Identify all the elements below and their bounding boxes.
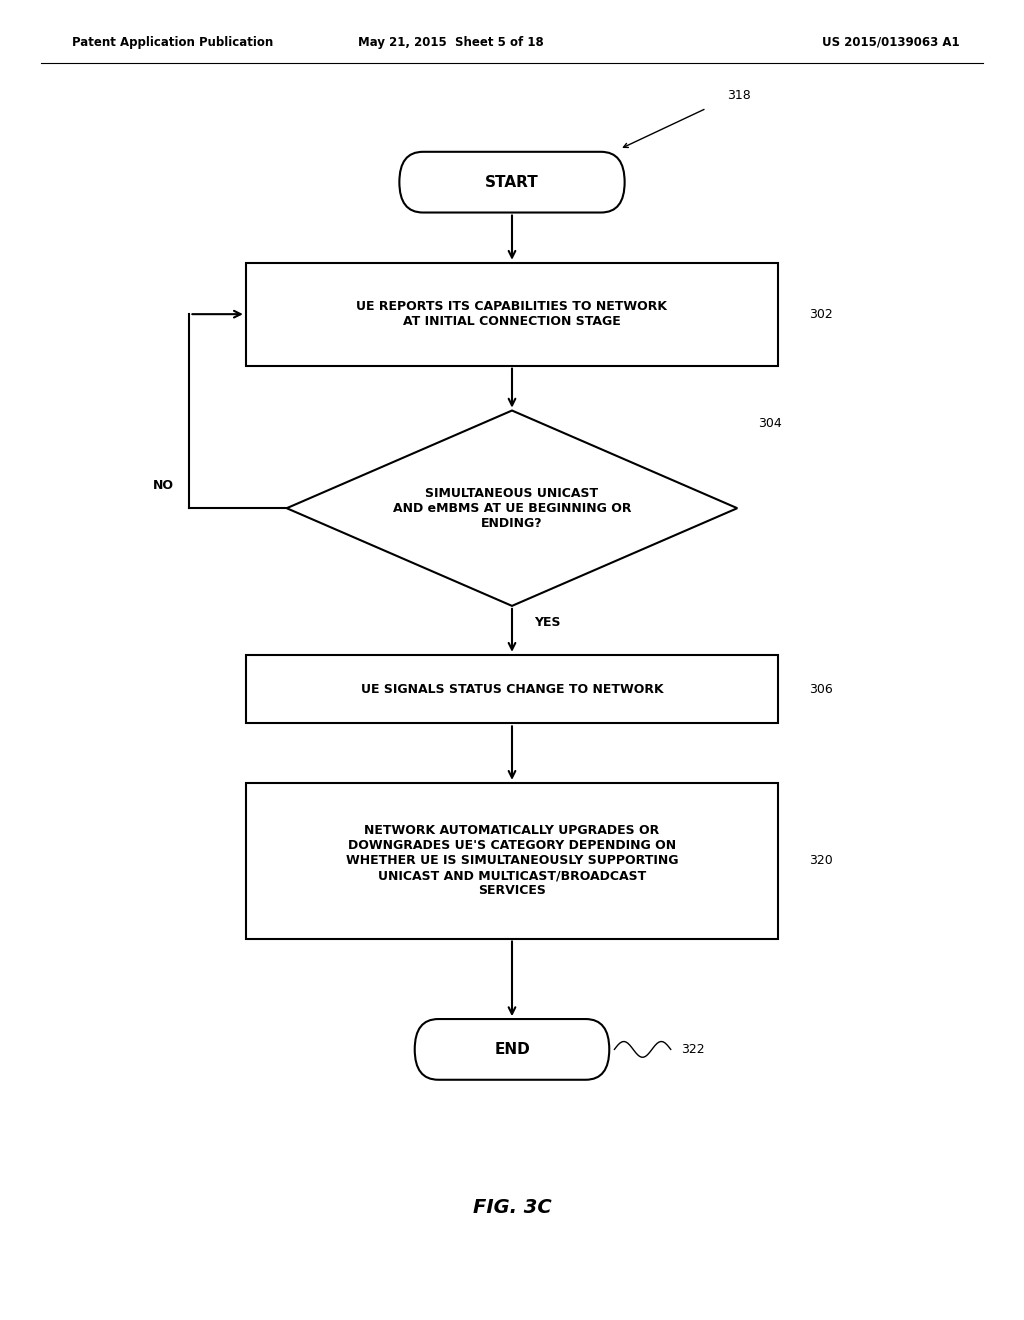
Text: Patent Application Publication: Patent Application Publication [72,36,273,49]
Text: NETWORK AUTOMATICALLY UPGRADES OR
DOWNGRADES UE'S CATEGORY DEPENDING ON
WHETHER : NETWORK AUTOMATICALLY UPGRADES OR DOWNGR… [346,824,678,898]
FancyBboxPatch shape [399,152,625,213]
Text: UE REPORTS ITS CAPABILITIES TO NETWORK
AT INITIAL CONNECTION STAGE: UE REPORTS ITS CAPABILITIES TO NETWORK A… [356,300,668,329]
Text: 306: 306 [809,682,833,696]
FancyBboxPatch shape [415,1019,609,1080]
Text: 320: 320 [809,854,833,867]
Text: FIG. 3C: FIG. 3C [473,1199,551,1217]
Text: 304: 304 [758,417,781,430]
FancyBboxPatch shape [246,655,778,723]
Text: NO: NO [153,479,174,492]
Polygon shape [287,411,737,606]
FancyBboxPatch shape [246,263,778,366]
Text: START: START [485,174,539,190]
Text: SIMULTANEOUS UNICAST
AND eMBMS AT UE BEGINNING OR
ENDING?: SIMULTANEOUS UNICAST AND eMBMS AT UE BEG… [393,487,631,529]
Text: 322: 322 [681,1043,705,1056]
Text: 302: 302 [809,308,833,321]
Text: END: END [495,1041,529,1057]
Text: YES: YES [535,616,561,630]
Text: 318: 318 [727,88,751,102]
Text: May 21, 2015  Sheet 5 of 18: May 21, 2015 Sheet 5 of 18 [357,36,544,49]
FancyBboxPatch shape [246,783,778,939]
Text: US 2015/0139063 A1: US 2015/0139063 A1 [822,36,959,49]
Text: UE SIGNALS STATUS CHANGE TO NETWORK: UE SIGNALS STATUS CHANGE TO NETWORK [360,682,664,696]
